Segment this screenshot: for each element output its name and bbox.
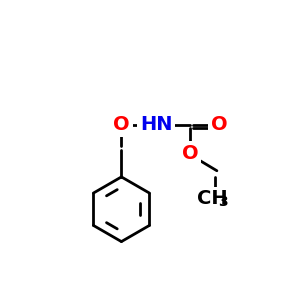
Text: O: O <box>211 115 227 134</box>
Text: O: O <box>113 115 130 134</box>
Text: 3: 3 <box>218 195 228 209</box>
Text: HN: HN <box>140 115 172 134</box>
Text: CH: CH <box>197 189 228 208</box>
Text: O: O <box>182 143 198 163</box>
